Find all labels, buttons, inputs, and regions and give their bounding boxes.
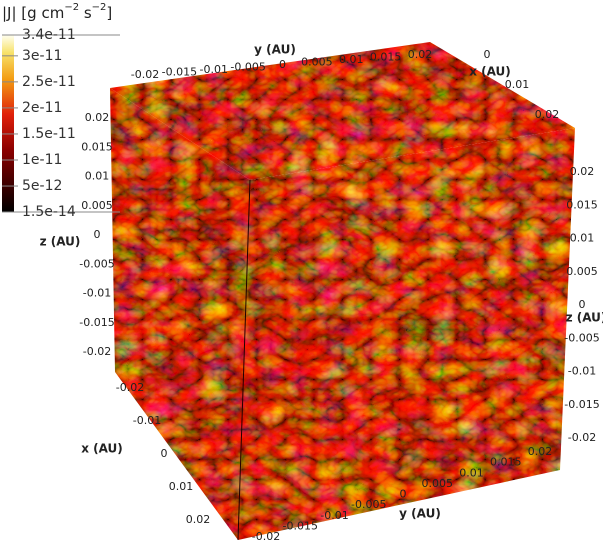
axis-tick-label: 0 [484,48,491,61]
axis-tick-label: 0 [400,488,407,501]
axis-tick-label: 0 [579,298,586,311]
axis-tick-label: 0.02 [85,111,110,124]
title-part: −2 [92,2,107,13]
colorbar-tick-label: 3e-11 [22,48,62,64]
colorbar-tick-label: 1.5e-14 [22,204,76,220]
axis-tick-label: 0.01 [505,78,530,91]
axis-tick-label: 0.02 [535,108,560,121]
axis-tick-label: -0.02 [568,431,596,444]
axis-tick-label: 0.005 [301,56,333,69]
axis-tick-label: -0.015 [162,66,197,79]
cube [110,42,575,541]
axis-tick-label: 0.015 [370,51,402,64]
title-part: ] [106,4,112,22]
axis-label: z (AU) [566,311,603,325]
axis-tick-label: 0.005 [566,265,598,278]
axis-label: y (AU) [254,43,296,57]
axis-tick-label: 0.015 [490,456,522,469]
colorbar [2,35,14,212]
cube-top [110,42,575,180]
axis-label: x (AU) [81,442,123,456]
axis-tick-label: -0.005 [79,257,114,270]
axis-tick-label: -0.02 [252,530,280,542]
title-part: s [79,4,92,22]
axis-tick-label: 0.01 [570,232,595,245]
axis-label: z (AU) [40,235,81,249]
axis-tick-label: -0.005 [230,61,265,74]
colorbar-tick-label: 2.5e-11 [22,74,76,90]
axis-tick-label: -0.005 [564,331,599,344]
axis-tick-label: 0.01 [85,170,110,183]
axis-tick-label: -0.02 [83,345,111,358]
colorbar-tick-label: 1.5e-11 [22,126,76,142]
axis-tick-label: 0.01 [339,53,364,66]
axis-tick-label: -0.01 [568,365,596,378]
axis-tick-label: 0 [94,228,101,241]
axis-tick-label: 0 [161,447,168,460]
axis-tick-label: 0.015 [566,198,598,211]
axis-tick-label: -0.015 [79,316,114,329]
axis-tick-label: -0.01 [200,63,228,76]
colorbar-title: |J| [g cm−2 s−2] [2,2,112,22]
axis-label: x (AU) [469,65,511,79]
colorbar-tick-label: 3.4e-11 [22,27,76,43]
axis-tick-label: 0.005 [81,199,113,212]
axis-tick-label: -0.01 [133,414,161,427]
axis-tick-label: -0.015 [283,519,318,532]
axis-tick-label: -0.02 [116,381,144,394]
cube-right [238,128,575,540]
axis-tick-label: -0.01 [320,509,348,522]
cube-edge [237,179,251,541]
axis-tick-label: -0.015 [564,398,599,411]
colorbar-tick-label: 1e-11 [22,152,62,168]
title-part: −2 [64,2,79,13]
axis-tick-label: 0.02 [528,445,553,458]
cube-left [110,88,250,540]
axis-tick-label: 0.02 [408,48,433,61]
colorbar-tick-label: 5e-12 [22,178,62,194]
axis-tick-label: 0.02 [570,165,595,178]
axis-tick-label: -0.02 [131,68,159,81]
axis-tick-label: -0.005 [351,498,386,511]
axis-tick-label: 0.005 [422,477,454,490]
axis-tick-label: -0.01 [83,287,111,300]
colorbar-tick-label: 2e-11 [22,100,62,116]
axis-tick-label: 0.01 [169,480,194,493]
axis-label: y (AU) [399,507,441,521]
axis-tick-label: 0.02 [186,513,211,526]
axis-tick-label: 0.015 [81,140,113,153]
title-part: |J| [g cm [2,4,64,22]
axis-tick-label: 0 [279,58,286,71]
axis-tick-label: 0.01 [459,466,484,479]
